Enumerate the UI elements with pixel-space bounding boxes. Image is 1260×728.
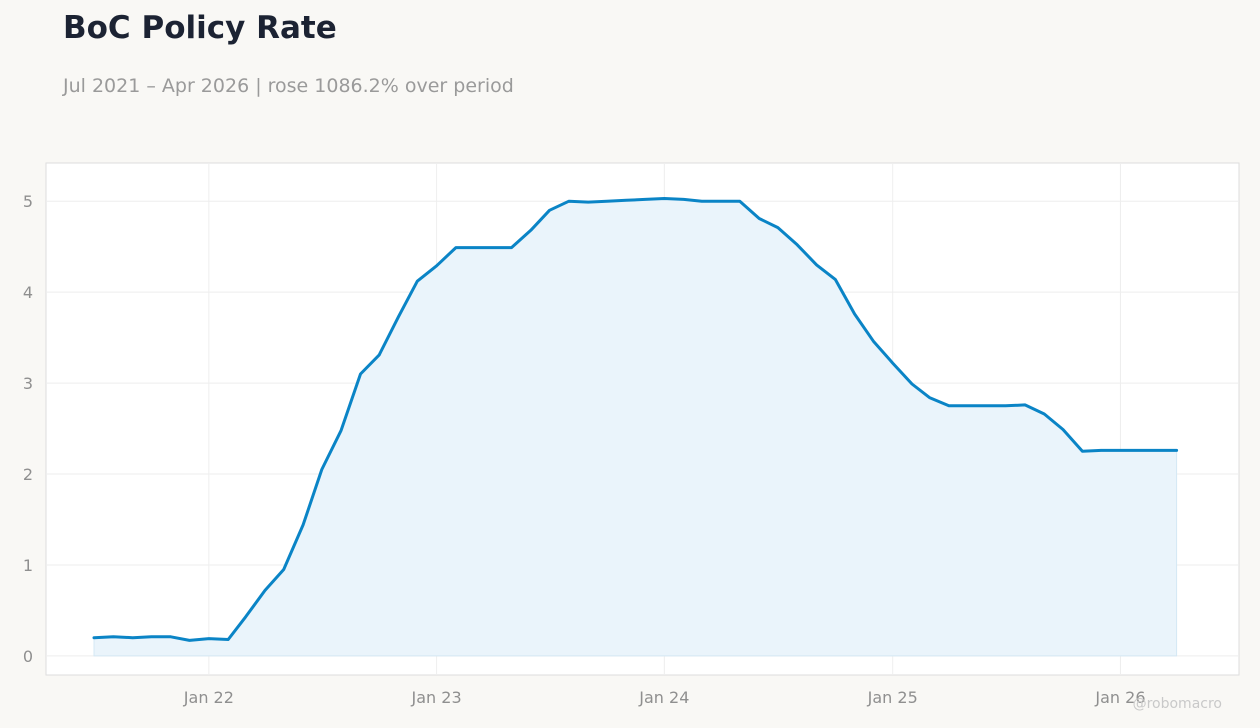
y-tick-label: 0 (23, 647, 33, 666)
x-tick-label: Jan 26 (1094, 688, 1145, 707)
x-tick-label: Jan 24 (638, 688, 689, 707)
x-tick-label: Jan 23 (411, 688, 462, 707)
series-line (92, 197, 1179, 642)
page-title: BoC Policy Rate (63, 10, 337, 46)
y-axis: 0 1 2 3 4 5 (23, 192, 33, 666)
watermark: @robomacro (1132, 696, 1222, 712)
chart-subtitle: Jul 2021 – Apr 2026 | rose 1086.2% over … (63, 75, 514, 97)
y-tick-label: 5 (23, 192, 33, 211)
x-tick-label: Jan 25 (867, 688, 918, 707)
y-tick-label: 2 (23, 465, 33, 484)
y-tick-label: 1 (23, 556, 33, 575)
x-tick-label: Jan 22 (183, 688, 234, 707)
y-tick-label: 4 (23, 283, 33, 302)
y-tick-label: 3 (23, 374, 33, 393)
x-axis: Jan 22 Jan 23 Jan 24 Jan 25 Jan 26 (183, 688, 1146, 707)
